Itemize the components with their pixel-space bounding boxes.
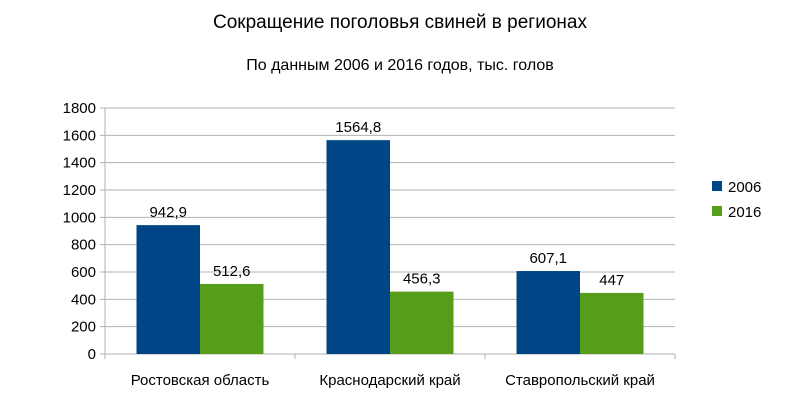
bar-2016 (580, 292, 644, 354)
legend-label: 2016 (728, 204, 761, 221)
y-tick-label: 1600 (63, 127, 96, 144)
chart-title: Сокращение поголовья свиней в регионах (213, 12, 587, 33)
y-tick-label: 600 (71, 264, 96, 281)
bar-2006 (516, 271, 580, 354)
y-tick-label: 0 (88, 346, 96, 363)
y-tick-label: 400 (71, 291, 96, 308)
y-tick-label: 200 (71, 319, 96, 336)
bar-2016 (390, 291, 454, 354)
y-tick-label: 1800 (63, 100, 96, 117)
data-label: 1564,8 (335, 119, 381, 136)
x-category-label: Краснодарский край (319, 372, 460, 389)
data-label: 447 (599, 272, 624, 289)
legend-swatch (712, 206, 722, 216)
y-tick-label: 800 (71, 237, 96, 254)
data-label: 942,9 (149, 204, 187, 221)
x-category-label: Ростовская область (131, 372, 270, 389)
y-tick-label: 1400 (63, 155, 96, 172)
y-tick-label: 1000 (63, 209, 96, 226)
legend-swatch (712, 181, 722, 191)
data-label: 607,1 (529, 250, 567, 267)
bar-2016 (200, 283, 264, 354)
x-category-label: Ставропольский край (505, 372, 655, 389)
data-label: 456,3 (403, 271, 441, 288)
y-tick-label: 1200 (63, 182, 96, 199)
chart-subtitle: По данным 2006 и 2016 годов, тыс. голов (246, 57, 553, 74)
bar-2006 (136, 225, 200, 354)
legend-label: 2006 (728, 179, 761, 196)
data-label: 512,6 (213, 263, 251, 280)
bar-2006 (326, 140, 390, 354)
